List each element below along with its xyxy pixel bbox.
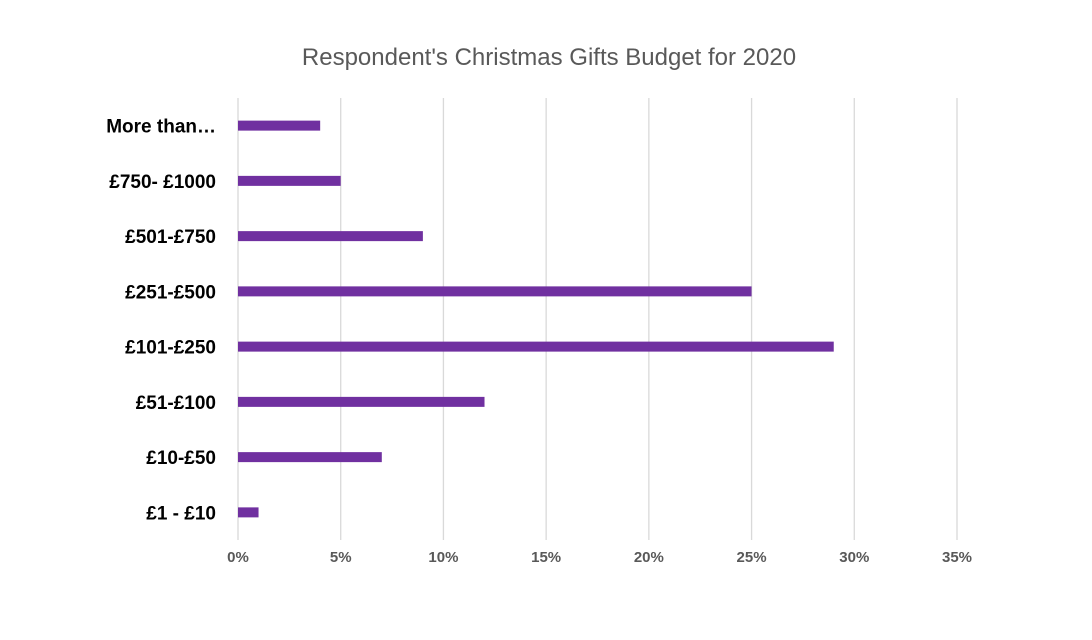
x-tick-label: 35% bbox=[942, 549, 972, 566]
x-tick-label: 5% bbox=[330, 549, 352, 566]
category-label: £750- £1000 bbox=[109, 172, 216, 193]
chart-title: Respondent's Christmas Gifts Budget for … bbox=[301, 44, 797, 71]
bar bbox=[238, 396, 485, 407]
x-tick-label: 10% bbox=[428, 549, 458, 566]
category-labels: £1 - £10 £10-£50 £51-£100 £101-£250 £251-£50… bbox=[106, 117, 216, 525]
bar bbox=[238, 507, 259, 518]
bar bbox=[238, 341, 834, 352]
bar bbox=[238, 286, 752, 297]
category-label: £501-£750 bbox=[125, 227, 216, 248]
bar bbox=[238, 452, 382, 463]
category-label: £251-£500 bbox=[125, 282, 216, 303]
bar bbox=[238, 175, 341, 186]
gridlines bbox=[237, 98, 958, 540]
category-label: More than… bbox=[106, 117, 216, 138]
x-tick-labels: 0% 5% 10% 15% 20% 25% 30% 35% bbox=[227, 549, 972, 566]
category-label: £51-£100 bbox=[136, 393, 216, 414]
category-label: £10-£50 bbox=[146, 448, 216, 469]
bar bbox=[238, 231, 423, 242]
x-tick-label: 30% bbox=[839, 549, 869, 566]
bars bbox=[238, 120, 834, 518]
category-label: £1 - £10 bbox=[146, 503, 216, 524]
x-tick-label: 0% bbox=[227, 549, 249, 566]
x-tick-label: 25% bbox=[737, 549, 767, 566]
x-tick-label: 15% bbox=[531, 549, 561, 566]
bar bbox=[238, 120, 321, 131]
x-tick-label: 20% bbox=[634, 549, 664, 566]
category-label: £101-£250 bbox=[125, 338, 216, 359]
